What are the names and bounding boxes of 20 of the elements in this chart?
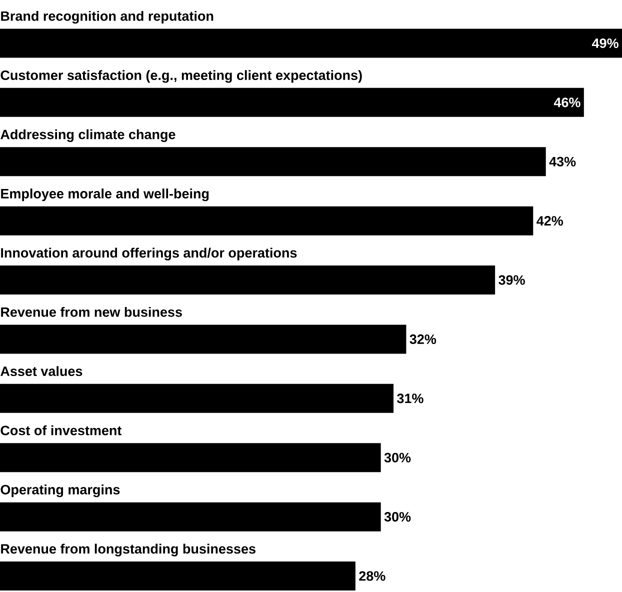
data-label: 43% [549,156,576,166]
y-tick-label: Cost of investment [0,425,122,436]
data-label: 31% [397,394,424,404]
y-tick-label: Revenue from longstanding businesses [1,544,256,556]
y-tick-label: Brand recognition and reputation [1,10,214,24]
data-label: 30% [384,452,411,462]
data-label: 42% [536,216,563,226]
y-tick-label: Revenue from new business [1,306,182,317]
y-tick-label: Addressing climate change [0,129,176,142]
y-tick-label: Operating margins [0,484,120,498]
data-label: 32% [410,334,436,344]
data-label: 28% [359,571,386,581]
data-label: 46% [554,98,580,108]
y-tick-label: Innovation around offerings and/or operations [1,248,297,260]
y-tick-label: Employee morale and well-being [1,188,209,202]
y-tick-label: Customer satisfaction (e.g., meeting client expectations) [0,70,362,83]
data-label: 39% [498,275,525,285]
data-label: 49% [592,38,618,48]
data-label: 30% [384,512,411,522]
y-tick-label: Asset values [0,366,82,376]
